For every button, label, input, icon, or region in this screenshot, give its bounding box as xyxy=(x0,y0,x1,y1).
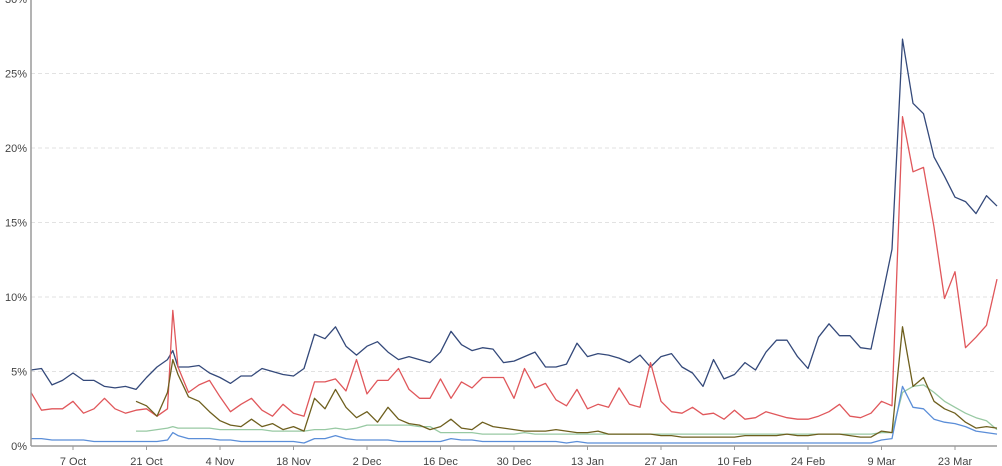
x-tick-label: 9 Mar xyxy=(867,456,895,466)
x-tick-label: 13 Jan xyxy=(571,456,604,466)
x-tick-label: 23 Mar xyxy=(938,456,973,466)
x-tick-label: 16 Dec xyxy=(423,456,458,466)
x-tick-label: 18 Nov xyxy=(276,456,311,466)
y-tick-label: 5% xyxy=(11,367,27,379)
y-axis-ticks: 0% 5% 10% 15% 20% 25% 30% xyxy=(5,0,27,453)
series-line-4 xyxy=(31,385,998,444)
y-tick-label: 10% xyxy=(5,292,27,304)
x-tick-label: 30 Dec xyxy=(497,456,532,466)
series-line-2 xyxy=(30,116,998,420)
x-tick-label: 21 Oct xyxy=(130,456,162,466)
x-tick-label: 2 Dec xyxy=(353,456,382,466)
y-tick-label: 15% xyxy=(5,218,27,230)
series-line-5 xyxy=(135,326,998,438)
x-tick-label: 7 Oct xyxy=(60,456,86,466)
series-lines xyxy=(30,38,998,444)
y-tick-label: 30% xyxy=(5,0,27,6)
series-line-1 xyxy=(30,38,998,391)
x-tick-label: 4 Nov xyxy=(206,456,235,466)
y-tick-label: 25% xyxy=(5,69,27,81)
y-tick-label: 20% xyxy=(5,143,27,155)
x-tick-label: 27 Jan xyxy=(644,456,677,466)
x-tick-label: 24 Feb xyxy=(791,456,825,466)
y-tick-label: 0% xyxy=(11,441,27,453)
series-line-3 xyxy=(136,384,998,435)
x-axis-ticks: 7 Oct 21 Oct 4 Nov 18 Nov 2 Dec 16 Dec 30 Dec 1… xyxy=(60,446,973,466)
x-tick-label: 10 Feb xyxy=(717,456,751,466)
gridlines xyxy=(31,73,997,372)
